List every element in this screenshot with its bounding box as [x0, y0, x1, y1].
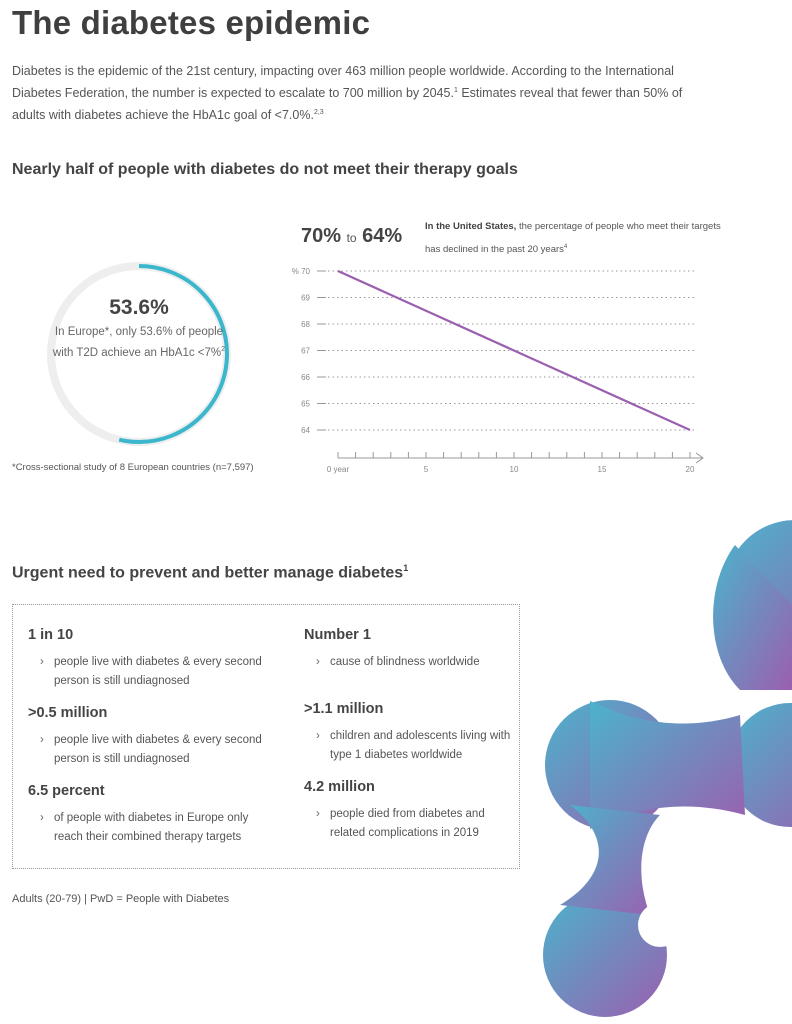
x-tick-labels: 0 year 5 10 15 20	[327, 465, 695, 474]
intro-text-1: Diabetes is the epidemic of the 21st cen…	[12, 64, 674, 101]
chevron-right-icon: ›	[316, 656, 320, 668]
stats-panel: 1 in 10 › people live with diabetes & eve…	[12, 604, 520, 869]
stat-text-content: people died from diabetes and related co…	[330, 808, 485, 839]
ring-desc-text: In Europe*, only 53.6% of people with T2…	[52, 326, 224, 359]
series-line	[337, 269, 691, 432]
us-description: In the United States, the percentage of …	[425, 216, 725, 260]
ring-desc-ref: 2	[221, 346, 226, 353]
stat-text-content: people live with diabetes & every second…	[54, 734, 262, 765]
chevron-right-icon: ›	[316, 730, 320, 742]
y-grid	[317, 270, 694, 431]
x-tick-label: 20	[686, 465, 695, 474]
stat-text: › people live with diabetes & every secon…	[28, 653, 278, 691]
section1-heading: Nearly half of people with diabetes do n…	[12, 161, 518, 178]
x-tick-label: 0 year	[327, 465, 350, 474]
stat-text: › children and adolescents living with ty…	[304, 727, 514, 765]
stat-title: 6.5 percent	[28, 783, 105, 799]
ring-description: In Europe*, only 53.6% of people with T2…	[46, 324, 232, 362]
stat-text-content: children and adolescents living with typ…	[330, 730, 511, 761]
x-tick-label: 10	[510, 465, 519, 474]
progress-ring	[47, 262, 231, 446]
stat-title: >1.1 million	[304, 701, 384, 717]
stat-text: › of people with diabetes in Europe only …	[28, 809, 278, 847]
page-title: The diabetes epidemic	[12, 4, 371, 41]
series-lines	[337, 269, 691, 432]
stat-text: › people live with diabetes & every secon…	[28, 731, 278, 769]
stat-text-content: people live with diabetes & every second…	[54, 656, 262, 687]
intro-ref-1: 1	[453, 87, 458, 94]
stat-title: Number 1	[304, 627, 371, 643]
stat-text-content: cause of blindness worldwide	[330, 656, 480, 668]
y-tick-label: 66	[301, 373, 310, 382]
chevron-right-icon: ›	[40, 734, 44, 746]
chevron-right-icon: ›	[40, 812, 44, 824]
stat-item: 6.5 percent › of people with diabetes in …	[28, 783, 278, 847]
ring-fill	[49, 264, 229, 444]
y-tick-label: % 70	[292, 267, 311, 276]
y-tick-label: 68	[301, 320, 310, 329]
stat-title: 1 in 10	[28, 627, 74, 643]
stat-item: 1 in 10 › people live with diabetes & eve…	[28, 627, 278, 691]
us-text: the percentage of people who meet their …	[425, 221, 721, 256]
chevron-right-icon: ›	[316, 808, 320, 820]
us-ref: 4	[563, 244, 568, 250]
stat-title: 4.2 million	[304, 779, 375, 795]
y-tick-labels: % 70 69 68 67 66 65 64	[292, 267, 311, 435]
intro-ref-2: 2,3	[313, 109, 324, 117]
x-axis	[337, 452, 704, 464]
range-to: 64%	[362, 225, 403, 247]
x-tick-label: 5	[424, 465, 429, 474]
x-tick-label: 15	[598, 465, 607, 474]
y-tick-label: 69	[301, 294, 310, 303]
intro-paragraph: Diabetes is the epidemic of the 21st cen…	[12, 61, 692, 125]
stat-text: › people died from diabetes and related c…	[304, 805, 514, 843]
stat-text-content: of people with diabetes in Europe only r…	[54, 812, 249, 843]
stat-text: › cause of blindness worldwide	[304, 653, 514, 672]
section2-heading-ref: 1	[403, 563, 409, 573]
europe-footnote: *Cross-sectional study of 8 European cou…	[12, 462, 254, 473]
decorative-molecule-graphic	[543, 520, 792, 1017]
chevron-right-icon: ›	[40, 656, 44, 668]
stat-title: >0.5 million	[28, 705, 108, 721]
range-to-word: to	[346, 231, 357, 245]
range-from: 70%	[301, 225, 342, 247]
intro-text-2: Estimates reveal that fewer than 50% of …	[12, 86, 683, 123]
ring-value: 53.6%	[109, 296, 169, 319]
y-tick-label: 67	[301, 347, 310, 356]
line-chart: % 70 69 68 67 66 65 64 0 year 5 10 15 20	[292, 267, 704, 474]
stat-item: 4.2 million › people died from diabetes a…	[304, 779, 514, 843]
section2-heading: Urgent need to prevent and better manage…	[12, 563, 408, 582]
x-axis-arrow-icon	[695, 452, 704, 464]
y-tick-label: 65	[301, 400, 310, 409]
stat-item: >1.1 million › children and adolescents l…	[304, 701, 514, 765]
section2-heading-text: Urgent need to prevent and better manage…	[12, 564, 404, 582]
y-tick-label: 64	[301, 426, 310, 435]
stat-item: Number 1 › cause of blindness worldwide	[304, 627, 514, 672]
range-headline: 70% to 64%	[301, 225, 402, 248]
adults-note: Adults (20-79) | PwD = People with Diabe…	[12, 893, 230, 905]
us-bold-text: In the United States,	[425, 221, 517, 232]
stat-item: >0.5 million › people live with diabetes …	[28, 705, 278, 769]
ring-label: 53.6% In Europe*, only 53.6% of people w…	[46, 296, 232, 362]
